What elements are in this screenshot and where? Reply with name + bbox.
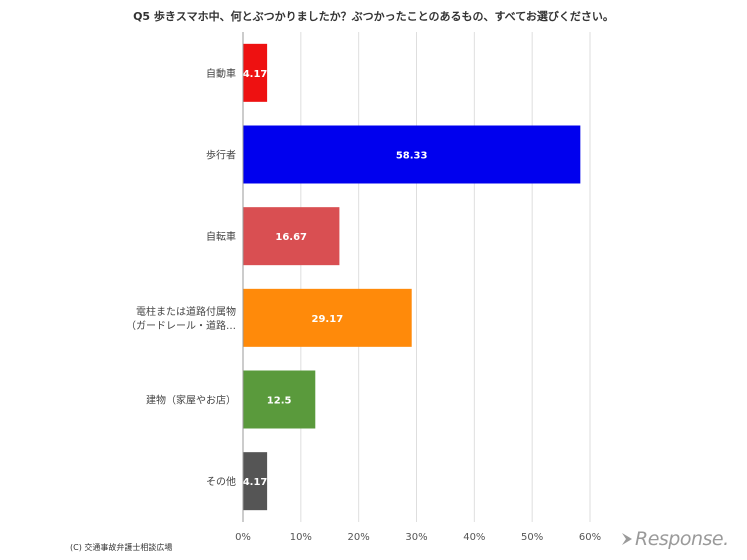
data-label: 29.17 (312, 314, 344, 325)
data-label: 58.33 (396, 151, 428, 162)
x-tick-label: 10% (290, 532, 312, 543)
watermark-arrow-icon (622, 530, 634, 546)
bar (243, 288, 412, 347)
data-label: 4.17 (243, 477, 268, 488)
watermark-text: Response. (635, 528, 729, 550)
bar (243, 43, 268, 102)
category-label: 自転車 (206, 230, 236, 243)
category-label: 歩行者 (206, 149, 236, 162)
bars (243, 43, 581, 511)
x-tick-label: 50% (521, 532, 543, 543)
data-label: 16.67 (275, 232, 307, 243)
x-tick-label: 40% (463, 532, 485, 543)
chart-title: Q5 歩きスマホ中、何とぶつかりましたか？ぶつかったことのあるもの、すべてお選び… (133, 10, 614, 23)
data-labels: 4.17 58.33 16.67 29.17 12.5 4.17 (243, 69, 428, 488)
copyright-credit: (C) 交通事故弁護士相談広場 (70, 543, 173, 552)
category-label: （ガードレール・道路… (126, 319, 236, 332)
bar (243, 370, 316, 429)
x-tick-label: 0% (235, 532, 251, 543)
category-label: 電柱または道路付属物 (136, 305, 236, 318)
data-label: 4.17 (243, 69, 268, 80)
x-tick-label: 30% (405, 532, 427, 543)
x-tick-label: 20% (348, 532, 370, 543)
category-label: 建物（家屋やお店） (146, 394, 236, 407)
bar (243, 452, 268, 511)
data-label: 12.5 (267, 396, 292, 407)
bar (243, 207, 340, 266)
gridlines (300, 32, 591, 522)
bar (243, 125, 581, 184)
category-label: その他 (206, 475, 236, 488)
x-tick-label: 60% (579, 532, 601, 543)
category-label: 自動車 (206, 67, 236, 80)
x-tick-labels: 0% 10% 20% 30% 40% 50% 60% (235, 532, 601, 543)
response-watermark-logo: Response. (622, 528, 737, 552)
